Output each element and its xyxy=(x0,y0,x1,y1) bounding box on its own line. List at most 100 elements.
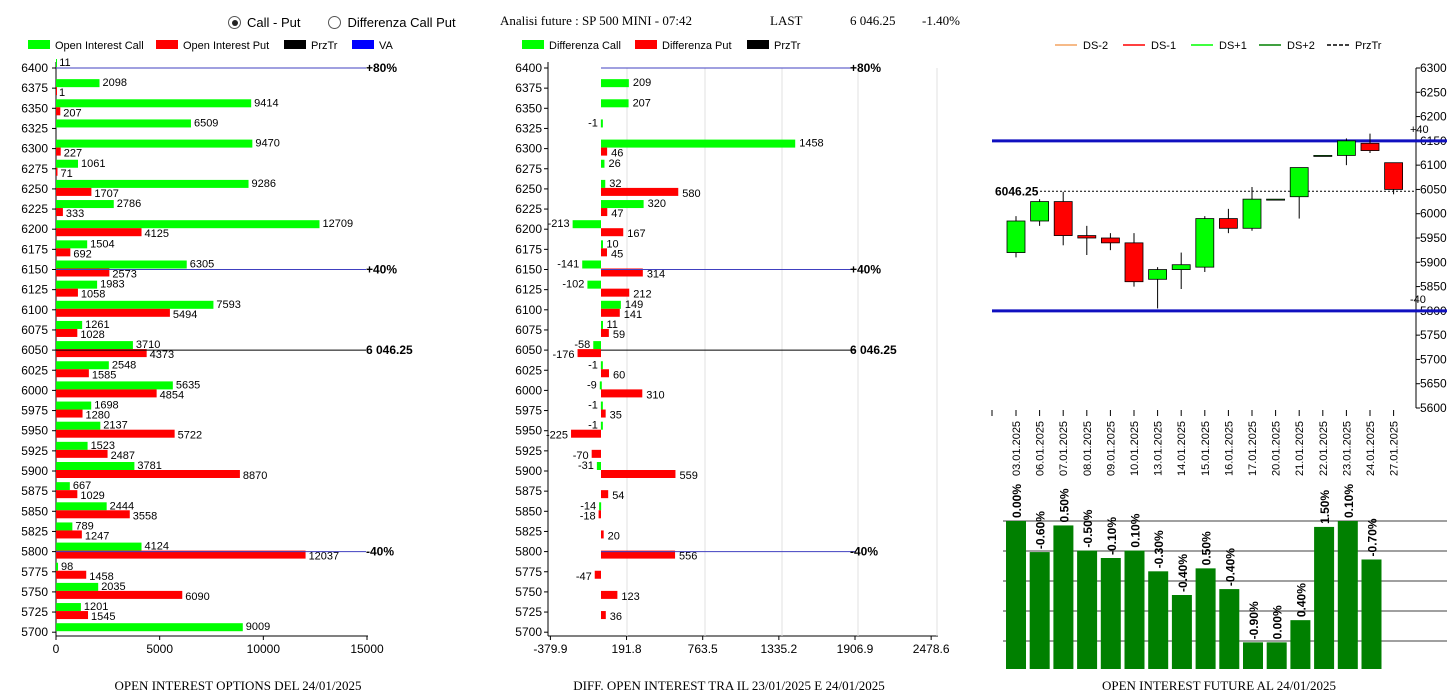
oi-call-bar xyxy=(56,401,92,410)
diff-call-bar xyxy=(601,320,603,329)
oi-y-tick-label: 6000 xyxy=(21,383,48,397)
candle-x-tick-label: 24.01.2025 xyxy=(1365,421,1377,476)
diff-put-label: 212 xyxy=(633,289,651,301)
diff-put-label: 141 xyxy=(624,309,642,321)
oi-call-bar xyxy=(56,139,253,148)
diff-call-bar xyxy=(601,159,605,168)
oi-put-bar xyxy=(56,248,71,257)
diff-call-label: 320 xyxy=(648,198,666,210)
candle-x-tick-label: 10.01.2025 xyxy=(1129,421,1141,476)
candle-body xyxy=(1360,142,1380,151)
diff-y-tick-label: 6150 xyxy=(515,263,542,277)
candle-y-tick-label: 5950 xyxy=(1420,231,1447,245)
oi-put-bar xyxy=(56,369,89,378)
diff-y-tick-label: 5750 xyxy=(515,585,542,599)
candle-x-tick-label: 06.01.2025 xyxy=(1035,421,1047,476)
candle-x-tick-label: 09.01.2025 xyxy=(1105,421,1117,476)
radio-differenza[interactable]: Differenza Call Put xyxy=(328,15,456,30)
diff-legend-label: Differenza Put xyxy=(662,40,732,52)
oi-call-bar xyxy=(56,582,99,591)
oi-call-bar xyxy=(56,220,320,229)
diff-y-tick-label: 5850 xyxy=(515,504,542,518)
radio-call-put[interactable]: Call - Put xyxy=(228,15,300,30)
diff-call-bar xyxy=(600,119,603,128)
diff-put-label: 35 xyxy=(610,410,622,422)
radio-differenza-label: Differenza Call Put xyxy=(347,15,456,30)
candle-y-tick-label: 6000 xyxy=(1420,207,1447,221)
oi-put-label: 333 xyxy=(66,208,84,220)
diff-ref-label: 6 046.25 xyxy=(850,343,897,357)
future-bar xyxy=(1337,521,1358,669)
future-bar xyxy=(1171,595,1192,669)
diff-put-label: 314 xyxy=(647,269,665,281)
future-bar xyxy=(1053,525,1074,669)
oi-put-label: 1029 xyxy=(80,490,104,502)
diff-call-label: 32 xyxy=(609,178,621,190)
oi-y-tick-label: 6400 xyxy=(21,61,48,75)
future-bar-label: -0.70% xyxy=(1366,518,1380,556)
diff-y-tick-label: 6400 xyxy=(515,61,542,75)
oi-call-label: 2137 xyxy=(103,420,127,432)
future-bar xyxy=(1266,642,1287,669)
oi-y-tick-label: 6175 xyxy=(21,242,48,256)
oi-call-label: 3710 xyxy=(136,339,160,351)
oi-call-label: 1261 xyxy=(85,319,109,331)
oi-x-tick-label: 0 xyxy=(53,642,60,656)
oi-y-tick-label: 5825 xyxy=(21,524,48,538)
oi-call-bar xyxy=(56,179,249,188)
oi-y-tick-label: 6300 xyxy=(21,142,48,156)
oi-put-label: 2487 xyxy=(111,450,135,462)
oi-put-bar xyxy=(56,187,92,196)
oi-put-label: 4125 xyxy=(145,228,169,240)
candle-y-tick-label: 6050 xyxy=(1420,182,1447,196)
future-bar-label: 0.00% xyxy=(1010,484,1024,518)
future-bar-label: -0.60% xyxy=(1034,511,1048,549)
oi-call-label: 6305 xyxy=(190,259,214,271)
diff-put-bar xyxy=(601,409,606,418)
oi-call-bar xyxy=(56,482,70,491)
oi-call-label: 9414 xyxy=(254,97,278,109)
diff-call-bar xyxy=(572,220,601,229)
oi-put-label: 1707 xyxy=(94,188,118,200)
diff-put-label: 20 xyxy=(608,530,620,542)
diff-legend-label: Differenza Call xyxy=(549,40,621,52)
oi-legend-label: PrzTr xyxy=(311,40,338,52)
diff-call-bar xyxy=(601,79,629,88)
diff-call-label: 10 xyxy=(606,238,618,250)
oi-y-tick-label: 6225 xyxy=(21,202,48,216)
oi-x-tick-label: 5000 xyxy=(146,642,173,656)
oi-call-label: 9286 xyxy=(252,178,276,190)
diff-y-tick-label: 6325 xyxy=(515,121,542,135)
oi-call-bar xyxy=(56,361,109,370)
candle-price-label: 6046.25 xyxy=(995,184,1039,198)
candle-level-label: -40 xyxy=(1410,294,1426,306)
diff-put-label: 45 xyxy=(611,248,623,260)
oi-legend-swatch xyxy=(156,40,178,49)
oi-call-label: 98 xyxy=(61,561,73,573)
diff-call-label: -31 xyxy=(578,460,594,472)
diff-call-bar xyxy=(600,401,603,410)
oi-call-label: 2786 xyxy=(117,198,141,210)
candle-y-tick-label: 5900 xyxy=(1420,255,1447,269)
oi-y-tick-label: 6050 xyxy=(21,343,48,357)
oi-y-tick-label: 5725 xyxy=(21,605,48,619)
future-bar xyxy=(1243,642,1263,669)
diff-y-tick-label: 6300 xyxy=(515,142,542,156)
future-bar xyxy=(1314,526,1335,669)
diff-call-label: 207 xyxy=(633,97,651,109)
candle-legend-label: PrzTr xyxy=(1355,40,1382,52)
diff-call-label: -1 xyxy=(588,117,598,129)
diff-put-bar xyxy=(601,470,676,478)
candle-x-tick-label: 16.01.2025 xyxy=(1223,421,1235,476)
oi-put-bar xyxy=(56,449,108,458)
oi-put-label: 4373 xyxy=(150,349,174,361)
diff-call-label: 1458 xyxy=(799,138,823,150)
oi-put-label: 1247 xyxy=(85,530,109,542)
radio-call-put-label: Call - Put xyxy=(247,15,301,30)
oi-put-bar xyxy=(56,470,240,478)
diff-chart-title: DIFF. OPEN INTEREST TRA IL 23/01/2025 E … xyxy=(573,678,884,693)
candle-y-tick-label: 6250 xyxy=(1420,85,1447,99)
diff-put-label: 310 xyxy=(646,389,664,401)
diff-x-tick-label: 1335.2 xyxy=(760,642,797,656)
diff-y-tick-label: 5775 xyxy=(515,565,542,579)
